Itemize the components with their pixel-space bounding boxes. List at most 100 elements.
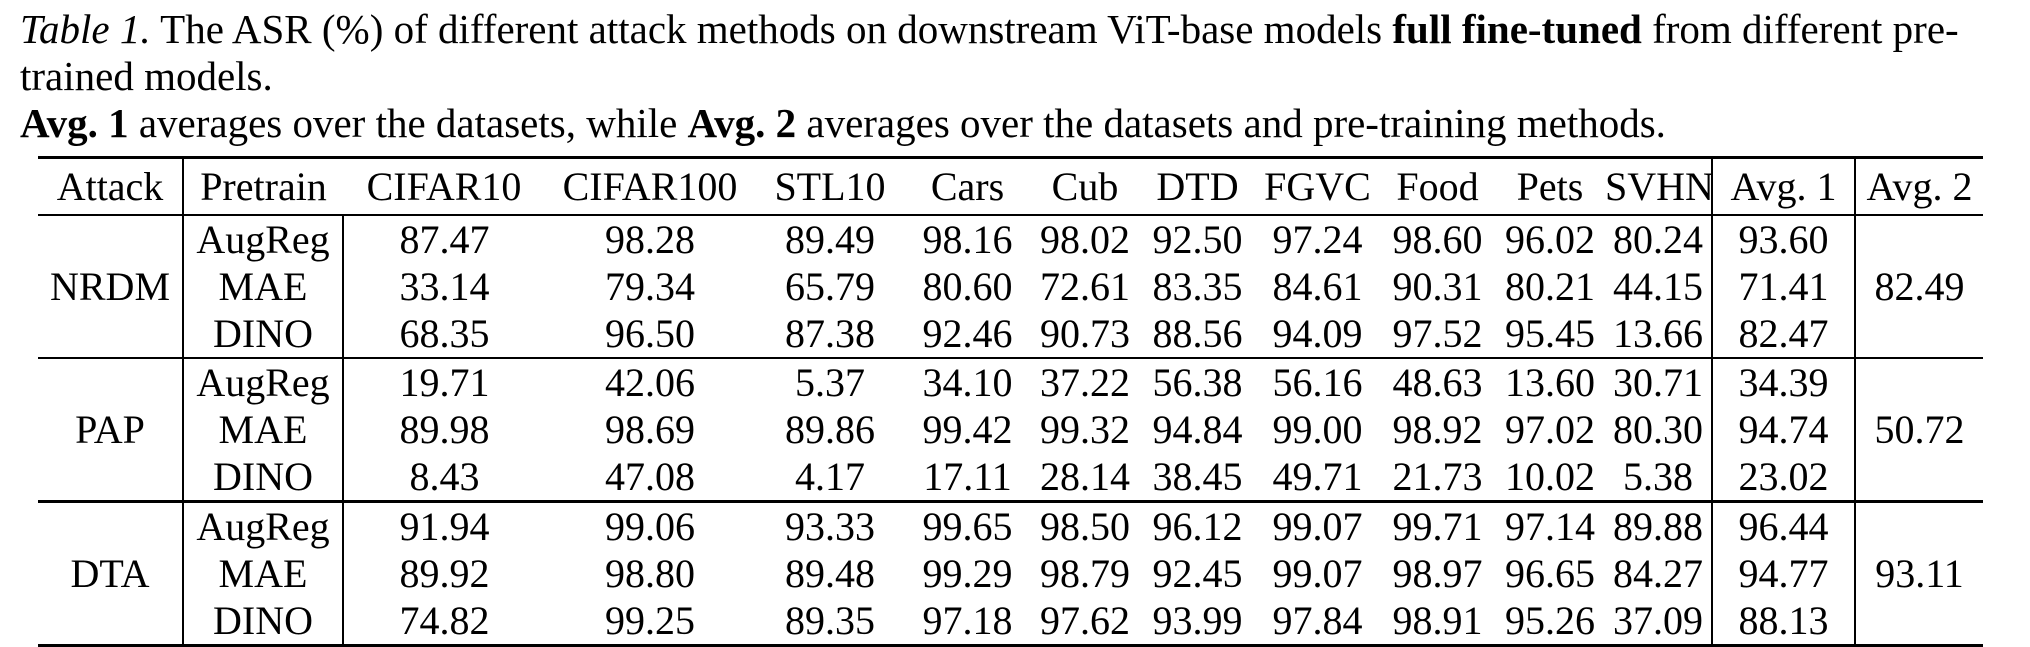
- asr-value-cell: 49.71: [1272, 453, 1363, 499]
- table-row: MAE 89.98 98.69 89.86 99.42 99.32 94.84 99.00 98…: [38, 405, 1983, 453]
- asr-value-cell: 37.09: [1605, 596, 1713, 645]
- asr-value-cell: 93.99: [1152, 597, 1243, 643]
- asr-value-cell: 19.71: [399, 359, 490, 405]
- asr-value-cell: 17.11: [923, 453, 1012, 499]
- asr-value-cell: 99.71: [1392, 503, 1483, 549]
- asr-value-cell: 99.65: [922, 503, 1013, 549]
- asr-value-cell: 37.22: [1040, 359, 1130, 405]
- asr-value-cell: 38.45: [1152, 453, 1243, 499]
- asr-value-cell: 98.97: [1392, 550, 1483, 596]
- avg1-cell: 93.60: [1712, 214, 1856, 263]
- asr-value-cell: 4.17: [795, 453, 865, 499]
- asr-value-cell: 13.60: [1505, 359, 1595, 405]
- asr-value-cell: 99.29: [922, 550, 1013, 596]
- table-row: DTA AugReg 91.94 99.06 93.33 99.65 98.50 96.12 9…: [38, 501, 1983, 645]
- pretrain-cell: DINO: [183, 452, 344, 501]
- header-row: Attack Pretrain CIFAR10 CIFAR100 STL10 Cars Cu…: [38, 157, 1983, 215]
- asr-value-cell: 80.24: [1605, 214, 1713, 263]
- asr-value-cell: 34.10: [922, 359, 1013, 405]
- asr-value-cell: 56.38: [1152, 359, 1243, 405]
- asr-value-cell: 89.98: [399, 406, 490, 452]
- asr-value-cell: 47.08: [605, 453, 695, 499]
- asr-value-cell: 94.84: [1152, 406, 1243, 452]
- asr-value-cell: 65.79: [785, 263, 875, 309]
- col-header-cars: Cars: [930, 163, 1005, 209]
- pretrain-cell: AugReg: [183, 357, 344, 406]
- asr-value-cell: 97.24: [1272, 216, 1363, 262]
- attack-block-dta: DTA AugReg 91.94 99.06 93.33 99.65 98.50 96.12 9…: [38, 501, 1983, 645]
- asr-value-cell: 88.56: [1152, 310, 1243, 356]
- asr-value-cell: 74.82: [399, 597, 490, 643]
- col-header-pets: Pets: [1516, 163, 1584, 209]
- attack-cell: DTA: [38, 501, 184, 645]
- asr-value-cell: 21.73: [1392, 453, 1483, 499]
- asr-value-cell: 93.33: [785, 503, 875, 549]
- asr-value-cell: 42.06: [605, 359, 695, 405]
- asr-value-cell: 68.35: [399, 310, 490, 356]
- caption-run: Avg. 1: [20, 100, 129, 146]
- asr-value-cell: 80.21: [1505, 263, 1595, 309]
- avg1-cell: 96.44: [1712, 501, 1856, 550]
- asr-value-cell: 5.37: [795, 359, 865, 405]
- asr-value-cell: 84.27: [1605, 549, 1713, 597]
- table-caption: Table 1. The ASR (%) of different attack…: [20, 6, 2012, 147]
- asr-value-cell: 5.38: [1605, 452, 1713, 501]
- asr-value-cell: 98.16: [922, 216, 1013, 262]
- table-row: DINO 68.35 96.50 87.38 92.46 90.73 88.56 94.09 9…: [38, 309, 1983, 358]
- table-row: MAE 33.14 79.34 65.79 80.60 72.61 83.35 84.61 90…: [38, 262, 1983, 310]
- col-header-avg-1: Avg. 1: [1712, 157, 1856, 215]
- asr-value-cell: 98.79: [1040, 550, 1130, 596]
- col-header-cub: Cub: [1051, 163, 1119, 209]
- caption-run: full fine-tuned: [1392, 6, 1642, 52]
- avg2-cell: 82.49: [1874, 263, 1965, 309]
- attack-block-pap: PAP AugReg 19.71 42.06 5.37 34.10 37.22 56.38 56…: [38, 357, 1983, 501]
- asr-value-cell: 90.31: [1392, 263, 1483, 309]
- avg2-cell: 93.11: [1875, 550, 1964, 596]
- avg1-cell: 23.02: [1712, 452, 1856, 501]
- asr-value-cell: 13.66: [1605, 309, 1713, 358]
- col-header-cifar10: CIFAR10: [366, 163, 522, 209]
- asr-value-cell: 97.18: [922, 597, 1013, 643]
- asr-value-cell: 95.45: [1505, 310, 1595, 356]
- asr-value-cell: 97.14: [1505, 503, 1595, 549]
- asr-value-cell: 99.06: [605, 503, 695, 549]
- pretrain-cell: AugReg: [183, 501, 344, 550]
- asr-value-cell: 30.71: [1605, 357, 1713, 406]
- asr-value-cell: 89.88: [1605, 501, 1713, 550]
- asr-value-cell: 89.49: [785, 216, 875, 262]
- asr-value-cell: 8.43: [409, 453, 480, 499]
- asr-value-cell: 56.16: [1272, 359, 1363, 405]
- asr-value-cell: 83.35: [1152, 263, 1243, 309]
- asr-value-cell: 10.02: [1505, 453, 1595, 499]
- asr-value-cell: 92.50: [1152, 216, 1243, 262]
- asr-value-cell: 97.84: [1272, 597, 1363, 643]
- caption-run: averages over the datasets and pre-train…: [796, 100, 1666, 146]
- asr-value-cell: 28.14: [1040, 453, 1130, 499]
- asr-value-cell: 98.02: [1040, 216, 1130, 262]
- asr-value-cell: 99.25: [605, 597, 695, 643]
- asr-value-cell: 96.12: [1152, 503, 1243, 549]
- col-header-dtd: DTD: [1156, 163, 1239, 209]
- caption-run: averages over the datasets, while: [128, 100, 688, 146]
- asr-value-cell: 89.48: [785, 550, 875, 596]
- avg1-cell: 94.74: [1712, 405, 1856, 453]
- attack-cell: NRDM: [38, 214, 184, 358]
- asr-value-cell: 97.62: [1040, 597, 1130, 643]
- asr-value-cell: 87.47: [399, 216, 490, 262]
- asr-value-cell: 96.02: [1505, 216, 1595, 262]
- asr-value-cell: 98.50: [1040, 503, 1130, 549]
- table-header: Attack Pretrain CIFAR10 CIFAR100 STL10 Cars Cu…: [38, 157, 1983, 215]
- caption-run: from different pre-trained models.: [20, 6, 1959, 99]
- col-header-stl10: STL10: [774, 163, 886, 209]
- asr-value-cell: 33.14: [399, 263, 490, 309]
- asr-value-cell: 99.07: [1272, 550, 1363, 596]
- caption-line-1: Table 1. The ASR (%) of different attack…: [20, 6, 2012, 100]
- asr-value-cell: 94.09: [1272, 310, 1363, 356]
- asr-value-cell: 48.63: [1392, 359, 1483, 405]
- asr-value-cell: 89.35: [785, 597, 875, 643]
- asr-value-cell: 90.73: [1040, 310, 1130, 356]
- pretrain-cell: AugReg: [183, 214, 344, 263]
- asr-value-cell: 98.91: [1392, 597, 1483, 643]
- asr-value-cell: 99.42: [922, 406, 1013, 452]
- table-row: DINO 8.43 47.08 4.17 17.11 28.14 38.45 49.71 21.…: [38, 452, 1983, 501]
